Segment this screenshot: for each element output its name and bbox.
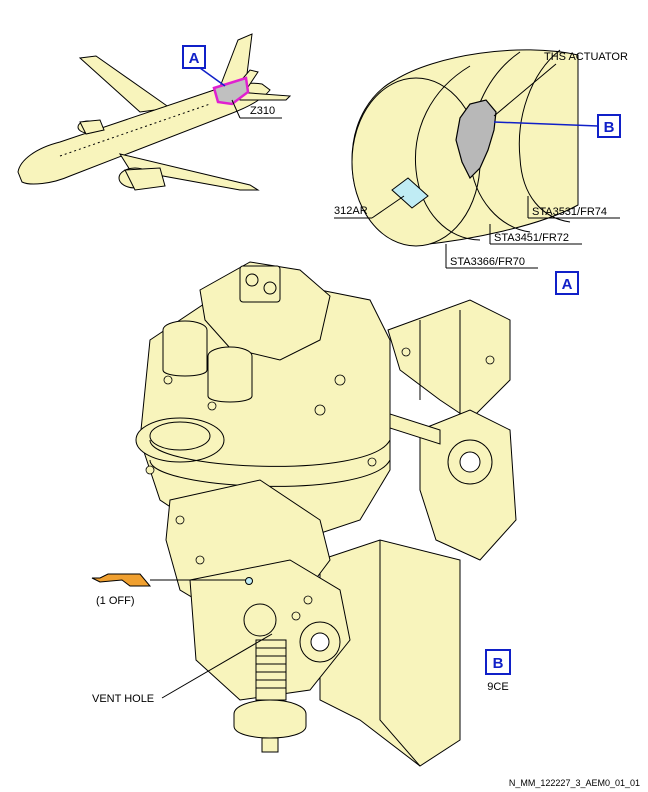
zone-highlight <box>212 76 250 106</box>
leader-vent-hole <box>161 633 273 699</box>
leader-ths <box>493 63 557 117</box>
callout-b-fuselage-text: B <box>604 119 615 136</box>
callout-b-view[interactable]: B <box>485 649 511 675</box>
ths-actuator-shape <box>455 99 497 180</box>
callout-a-view-text: A <box>562 276 573 293</box>
callout-a-aircraft-text: A <box>189 50 200 67</box>
sta72-label: STA3451/FR72 <box>494 232 569 244</box>
flag-icon <box>91 573 152 587</box>
leader-zone <box>231 99 241 119</box>
zone-label: Z310 <box>250 105 275 117</box>
bolt-details <box>145 347 495 621</box>
callout-a-aircraft[interactable]: A <box>182 45 206 69</box>
leader-312ar <box>371 195 405 219</box>
callout-a-view[interactable]: A <box>555 271 579 295</box>
callout-b-view-text: B <box>493 655 504 672</box>
actuator-assembly <box>135 261 517 767</box>
flag-label: (1 OFF) <box>96 595 135 607</box>
sta70-label: STA3366/FR70 <box>450 256 525 268</box>
zone-b-label: 9CE <box>487 681 508 693</box>
figure-id: N_MM_122227_3_AEM0_01_01 <box>509 778 640 788</box>
leader-a-aircraft <box>199 67 226 87</box>
ths-actuator-label: THS ACTUATOR <box>544 51 628 63</box>
access-panel-label: 312AR <box>334 205 368 217</box>
leader-b-fuselage <box>493 121 599 127</box>
vent-hole-label: VENT HOLE <box>92 693 154 705</box>
vent-hole-marker <box>245 577 253 585</box>
access-panel-312ar <box>391 177 429 209</box>
sta74-label: STA3531/FR74 <box>532 206 607 218</box>
callout-b-fuselage[interactable]: B <box>597 114 621 138</box>
